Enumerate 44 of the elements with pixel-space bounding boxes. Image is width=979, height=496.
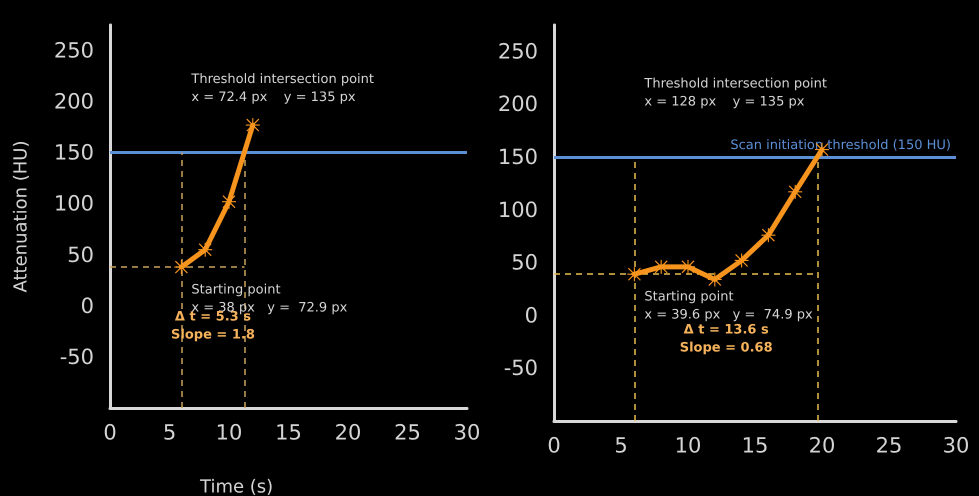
x-tick-label: 15 xyxy=(275,420,302,444)
annotation: Starting point x = 39.6 px y = 74.9 px xyxy=(644,290,813,323)
point xyxy=(788,184,802,199)
point xyxy=(761,228,776,242)
point xyxy=(198,242,212,257)
point xyxy=(222,194,236,209)
y-tick-label: 250 xyxy=(54,38,94,63)
point xyxy=(627,267,642,282)
x-axis-title: Time (s) xyxy=(199,476,274,496)
x-tick-label: 20 xyxy=(334,420,362,444)
y-tick-label: 150 xyxy=(54,140,94,165)
x-tick-label: 0 xyxy=(103,420,117,444)
x-tick-label: 30 xyxy=(942,434,970,458)
y-tick-label: 100 xyxy=(498,198,538,222)
x-tick-label: 30 xyxy=(454,420,480,444)
x-tick-label: 25 xyxy=(394,420,421,444)
annotation: Threshold intersection point x = 128 px y = 135 px xyxy=(643,76,828,110)
x-tick-label: 25 xyxy=(876,434,902,458)
point xyxy=(246,118,260,132)
annotation: Δ t = 13.6 s Slope = 0.68 xyxy=(680,322,773,356)
point xyxy=(654,260,668,274)
y-tick-label: 150 xyxy=(498,145,538,169)
x-tick-label: 0 xyxy=(547,434,561,458)
y-tick-label: 0 xyxy=(524,303,538,328)
x-tick-label: 15 xyxy=(742,434,768,458)
y-tick-label: 0 xyxy=(80,294,94,318)
annotation: Threshold intersection point x = 72.4 px y = 135 px xyxy=(190,72,374,106)
x-tick-label: 10 xyxy=(674,434,702,458)
x-tick-label: 5 xyxy=(162,420,176,444)
point xyxy=(708,272,722,286)
y-tick-label: 50 xyxy=(511,250,538,275)
x-tick-label: 10 xyxy=(216,420,242,444)
y-tick-label: -50 xyxy=(60,344,94,369)
x-tick-label: 20 xyxy=(808,434,836,458)
y-tick-label: -50 xyxy=(504,356,538,380)
y-tick-label: 50 xyxy=(67,242,94,267)
y-tick-label: 200 xyxy=(54,90,94,114)
y-tick-label: 200 xyxy=(498,92,538,116)
y-axis-title: Attenuation (HU) xyxy=(10,140,32,292)
y-tick-label: 250 xyxy=(498,39,538,64)
ref-line-label: Scan initiation threshold (150 HU) xyxy=(730,138,951,153)
point xyxy=(681,260,695,274)
x-tick-label: 5 xyxy=(614,434,628,458)
y-tick-label: 100 xyxy=(54,192,94,216)
